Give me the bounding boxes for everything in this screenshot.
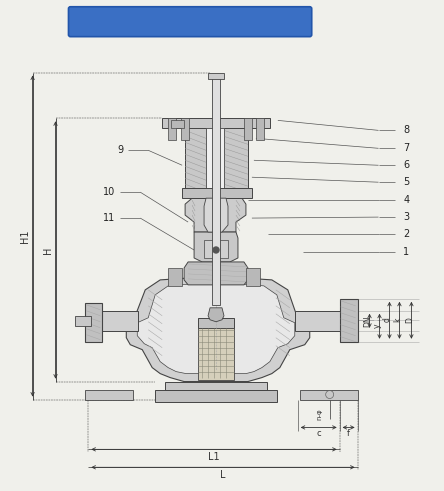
Text: c: c [317, 429, 321, 438]
Bar [155, 389, 277, 402]
Polygon shape [126, 278, 310, 382]
Bar [300, 389, 357, 400]
Bar [212, 76, 220, 305]
Polygon shape [204, 198, 228, 232]
Text: 8: 8 [404, 125, 409, 136]
Text: 3: 3 [404, 212, 409, 222]
Bar [295, 311, 345, 331]
Bar [246, 268, 260, 286]
Text: L: L [220, 470, 226, 480]
Text: f: f [347, 429, 350, 438]
Bar [88, 311, 138, 331]
Text: 1: 1 [404, 247, 409, 257]
Bar [198, 318, 234, 327]
FancyBboxPatch shape [68, 7, 312, 37]
Text: d: d [383, 317, 392, 322]
Polygon shape [340, 299, 357, 342]
Bar [75, 316, 91, 326]
Bar [168, 118, 176, 140]
Text: H: H [43, 246, 52, 254]
Circle shape [213, 247, 219, 253]
Text: 11: 11 [103, 213, 115, 223]
Text: 6: 6 [404, 160, 409, 170]
Text: 10: 10 [103, 187, 115, 197]
Bar [208, 73, 224, 79]
Polygon shape [185, 128, 206, 190]
Text: n-φ: n-φ [317, 409, 323, 420]
Text: DN: DN [363, 315, 372, 327]
Text: 9: 9 [117, 145, 123, 155]
Text: 2: 2 [404, 229, 410, 239]
Bar [256, 118, 264, 140]
Polygon shape [171, 120, 184, 128]
Polygon shape [208, 308, 224, 322]
Text: 7: 7 [404, 143, 410, 153]
Polygon shape [224, 128, 248, 190]
Text: 4: 4 [404, 195, 409, 205]
Polygon shape [137, 284, 295, 374]
Bar [168, 268, 182, 286]
Text: k: k [393, 318, 402, 322]
Bar [204, 240, 228, 258]
Polygon shape [194, 232, 238, 262]
Bar [181, 118, 189, 140]
Bar [206, 128, 224, 190]
Bar [85, 389, 133, 400]
Polygon shape [184, 262, 248, 285]
Text: 5: 5 [404, 177, 410, 187]
Text: 型号：  SH/STF41Y: 型号： SH/STF41Y [133, 15, 247, 28]
Text: L1: L1 [208, 452, 220, 463]
Polygon shape [182, 188, 252, 198]
Polygon shape [85, 303, 103, 342]
Polygon shape [162, 118, 270, 128]
Polygon shape [185, 198, 246, 232]
Bar [165, 382, 267, 389]
Bar [244, 118, 252, 140]
Text: y: y [373, 324, 382, 328]
Text: H1: H1 [20, 229, 30, 243]
Polygon shape [198, 327, 234, 380]
Text: D: D [405, 317, 414, 323]
